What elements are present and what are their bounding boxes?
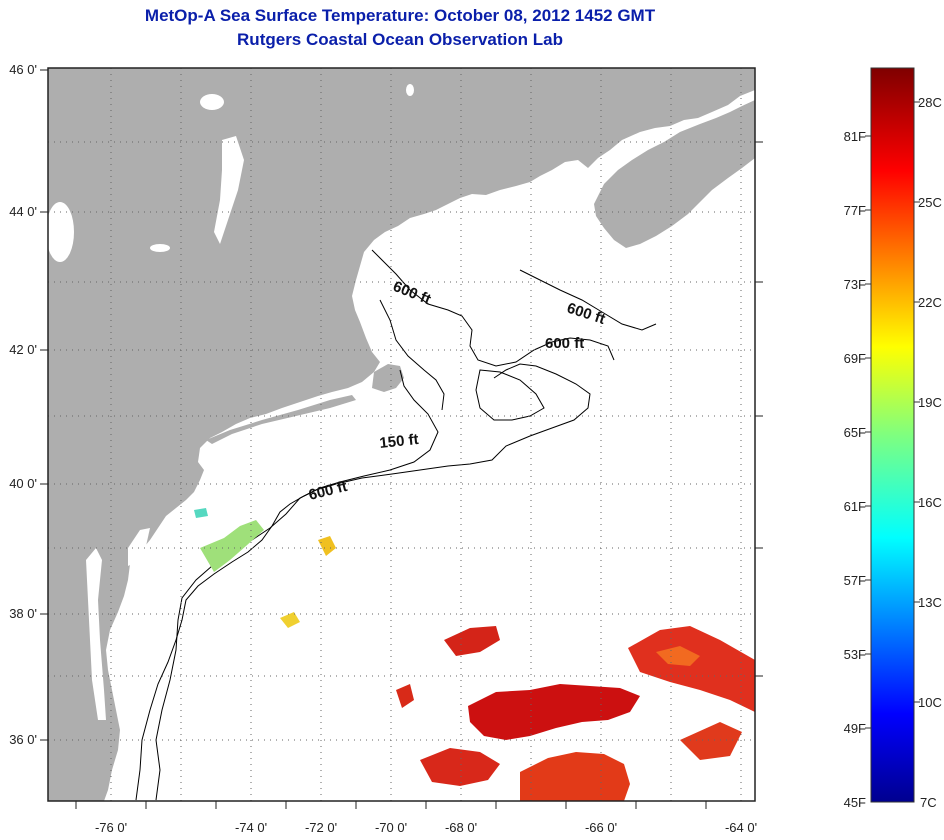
- colorbar-c-label: 13C: [918, 595, 942, 610]
- bathymetry-contours: [135, 249, 657, 801]
- colorbar-f-label: 81F: [844, 129, 866, 144]
- lat-label: 40 0': [9, 476, 37, 491]
- lat-label: 42 0': [9, 342, 37, 357]
- contour-label: 600 ft: [545, 335, 584, 352]
- colorbar-f-label: 53F: [844, 647, 866, 662]
- colorbar-f-label: 57F: [844, 573, 866, 588]
- delaware-bay: [128, 528, 150, 566]
- colorbar-f-label: 45F: [844, 795, 866, 810]
- colorbar-f-label: 49F: [844, 721, 866, 736]
- sst-data-patches: [194, 508, 755, 801]
- lat-label: 44 0': [9, 204, 37, 219]
- lat-label: 38 0': [9, 606, 37, 621]
- colorbar-c-label: 25C: [918, 195, 942, 210]
- lon-label: -66 0': [585, 820, 617, 835]
- colorbar-c-label: 19C: [918, 395, 942, 410]
- sst-patch-small: [396, 684, 414, 708]
- land-cape-cod: [372, 364, 404, 392]
- sst-patch-shelf-yellow-2: [280, 612, 300, 628]
- lon-label: -76 0': [95, 820, 127, 835]
- title-line-2: Rutgers Coastal Ocean Observation Lab: [237, 30, 563, 49]
- lat-label: 36 0': [9, 732, 37, 747]
- sst-patch-shelf-green: [200, 520, 264, 572]
- lon-label: -72 0': [305, 820, 337, 835]
- colorbar-c-label: 28C: [918, 95, 942, 110]
- lon-label: -68 0': [445, 820, 477, 835]
- lake: [150, 244, 170, 252]
- colorbar-c-label: 22C: [918, 295, 942, 310]
- contour-label: 150 ft: [379, 431, 420, 452]
- map-frame: [47, 67, 756, 802]
- colorbar-f-label: 65F: [844, 425, 866, 440]
- contour-600ft-east: [519, 269, 657, 331]
- lon-label: -74 0': [235, 820, 267, 835]
- chesapeake-bay: [86, 548, 106, 720]
- lake-champlain: [214, 136, 244, 244]
- sst-patch-south: [520, 752, 630, 801]
- land-mainland: [48, 68, 755, 801]
- map-title: MetOp-A Sea Surface Temperature: October…: [0, 4, 800, 52]
- colorbar-c-label: 10C: [918, 695, 942, 710]
- sst-patch-mid: [444, 626, 500, 656]
- lake: [200, 94, 224, 110]
- sst-patch-east-warm: [656, 646, 700, 666]
- colorbar-f-label: 69F: [844, 351, 866, 366]
- sst-patch-southeast: [468, 684, 640, 740]
- axis-ticks: [40, 69, 763, 809]
- land-long-island: [206, 395, 356, 444]
- colorbar-f-label: 77F: [844, 203, 866, 218]
- lon-label: -64 0': [725, 820, 757, 835]
- lat-label: 46 0': [9, 62, 37, 77]
- colorbar-ticks: [865, 101, 920, 729]
- colorbar-f-label: 61F: [844, 499, 866, 514]
- contour-150ft: [135, 369, 439, 801]
- contour-600ft-gulf: [371, 249, 615, 367]
- land-nova-scotia: [594, 100, 755, 248]
- colorbar-c-label: 16C: [918, 495, 942, 510]
- lake: [406, 84, 414, 96]
- title-line-1: MetOp-A Sea Surface Temperature: October…: [144, 6, 656, 25]
- sst-patch-shelf-yellow: [318, 536, 336, 556]
- lake-ontario: [48, 202, 74, 262]
- sst-patch-shelf-cyan: [194, 508, 208, 518]
- colorbar: [870, 67, 915, 803]
- contour-georges: [475, 369, 545, 421]
- colorbar-c-label: 7C: [920, 795, 937, 810]
- contour-600ft-shelf: [155, 363, 591, 801]
- contour-gulf-inner: [379, 299, 445, 411]
- graticule: [48, 68, 755, 801]
- sst-patch-far-south: [420, 748, 500, 786]
- sst-patch-east: [628, 626, 755, 712]
- sst-patch-southeast-2: [680, 722, 742, 760]
- lon-label: -70 0': [375, 820, 407, 835]
- colorbar-f-label: 73F: [844, 277, 866, 292]
